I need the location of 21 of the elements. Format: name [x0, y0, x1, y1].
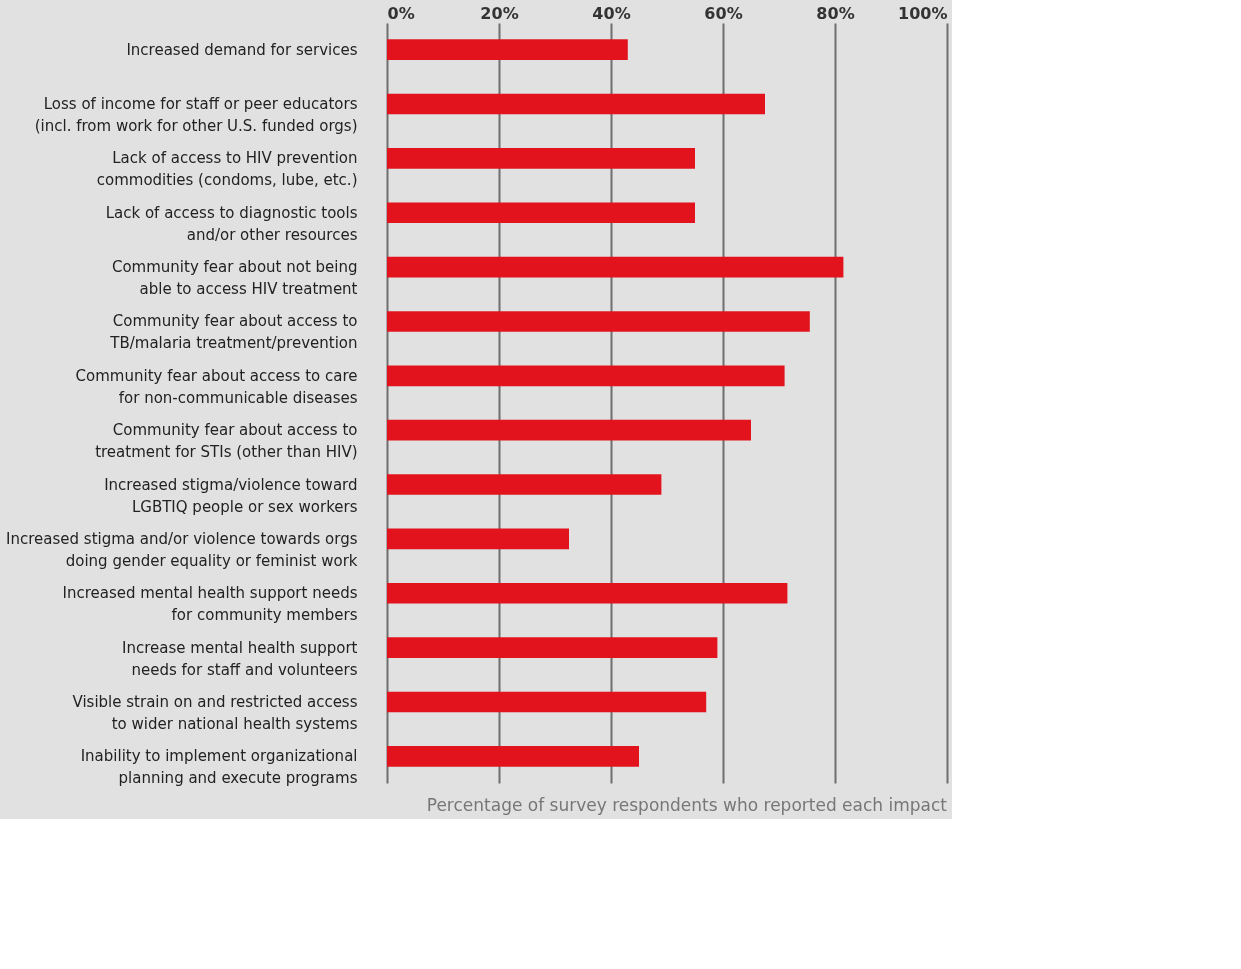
y-tick-label: Increased stigma/violence toward LGBTIQ people or sex workers [104, 475, 358, 516]
x-tick-label: 100% [898, 3, 948, 23]
y-tick-label: Increased demand for services [126, 40, 358, 59]
y-tick-label: Increase mental health support needs for staff and volunteers [122, 638, 358, 679]
y-tick-label: Lack of access to HIV prevention commodities (condoms, lube, etc.) [96, 149, 358, 190]
y-tick-label: Inability to implement organizational planning and execute programs [80, 747, 358, 788]
y-tick-label: Increased stigma and/or violence towards orgs doing gender equality or feminist work [6, 529, 358, 570]
y-tick-label: Community fear about access to treatment for STIs (other than HIV) [95, 421, 358, 462]
x-tick-label: 60% [704, 3, 743, 23]
y-tick-label: Community fear about access to care for non-communicable diseases [75, 366, 358, 407]
y-tick-label: Loss of income for staff or peer educators (incl. from work for other U.S. funded orgs) [34, 95, 358, 135]
y-tick-label: Community fear about access to TB/malaria treatment/prevention [109, 312, 358, 353]
y-tick-label: Visible strain on and restricted access to wider national health systems [72, 693, 358, 733]
y-tick-label: Lack of access to diagnostic tools and/or other resources [105, 203, 358, 244]
x-tick-label: 80% [816, 3, 855, 23]
y-tick-label: Increased mental health support needs for community members [62, 584, 358, 625]
x-tick-label: 0% [387, 3, 415, 23]
y-tick-label: Community fear about not being able to access HIV treatment [111, 258, 358, 299]
x-axis-title: Percentage of survey respondents who reported each impact [426, 794, 948, 815]
x-tick-label: 20% [480, 3, 519, 23]
x-tick-label: 40% [592, 3, 631, 23]
